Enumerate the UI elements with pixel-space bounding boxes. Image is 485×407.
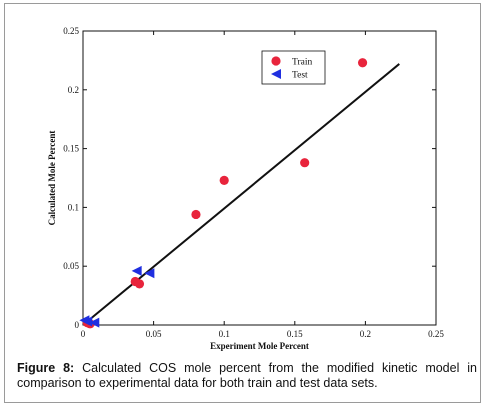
train-point — [219, 175, 229, 185]
figure-caption: Figure 8: Calculated COS mole percent fr… — [17, 361, 477, 391]
y-tick-label: 0.2 — [68, 85, 79, 95]
x-tick-label: 0.2 — [360, 329, 371, 339]
legend-label-test: Test — [292, 71, 308, 81]
y-axis-label: Calculated Mole Percent — [47, 131, 57, 226]
data-points — [79, 58, 368, 329]
x-tick-label: 0.15 — [287, 329, 303, 339]
caption-label: Figure 8: — [17, 361, 75, 375]
x-axis-label: Experiment Mole Percent — [210, 341, 309, 351]
train-point — [357, 58, 368, 68]
train-point — [134, 279, 145, 289]
legend-marker-test — [271, 69, 281, 79]
x-tick-label: 0 — [81, 329, 86, 339]
train-point — [191, 209, 201, 220]
fit-line — [82, 63, 400, 326]
test-point — [131, 265, 142, 276]
series-test — [79, 265, 155, 328]
x-tick-label: 0.25 — [428, 329, 444, 339]
y-tick-label: 0.15 — [63, 144, 79, 154]
y-tick-label: 0.1 — [68, 202, 79, 212]
caption-text: Calculated COS mole percent from the mod… — [17, 361, 477, 390]
plot-box — [82, 30, 437, 326]
legend-marker-train — [271, 56, 281, 66]
fit-line-segment — [82, 63, 400, 326]
y-tick-label: 0 — [75, 320, 80, 330]
figure-frame: 0 0.05 0.1 0.15 0.2 0.25 0 0.05 0.1 0.15 0.2 0.25 Ex… — [4, 3, 481, 403]
scatter-chart: 0 0.05 0.1 0.15 0.2 0.25 0 0.05 0.1 0.15 0.2 0.25 Ex… — [47, 26, 444, 351]
legend: Train Test — [261, 50, 326, 85]
series-train — [82, 58, 368, 329]
test-point — [89, 317, 100, 328]
legend-label-train: Train — [292, 58, 312, 68]
legend-box — [261, 50, 326, 85]
test-point — [82, 316, 93, 327]
test-point — [144, 268, 155, 279]
x-tick-label: 0.05 — [146, 329, 162, 339]
x-tick-label: 0.1 — [219, 329, 230, 339]
y-tick-label: 0.05 — [63, 261, 79, 271]
axes: 0 0.05 0.1 0.15 0.2 0.25 0 0.05 0.1 0.15 0.2 0.25 Ex… — [47, 26, 444, 351]
train-point — [300, 158, 310, 168]
y-tick-label: 0.25 — [63, 26, 79, 36]
